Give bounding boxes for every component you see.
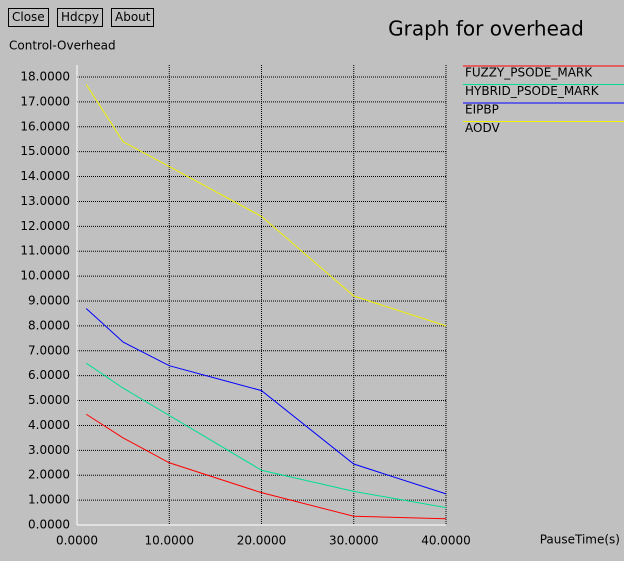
y-tick-label: 10.0000: [20, 269, 70, 283]
y-tick-label: 9.0000: [28, 294, 70, 308]
y-tick-label: 2.0000: [28, 468, 70, 482]
y-tick-label: 1.0000: [28, 493, 70, 507]
y-tick-label: 6.0000: [28, 368, 70, 382]
series-line: [85, 413, 447, 520]
series-line: [85, 84, 447, 327]
series-line: [85, 362, 447, 509]
x-tick-label: 0.0000: [56, 534, 98, 548]
y-tick-label: 4.0000: [28, 418, 70, 432]
y-tick-label: 15.0000: [20, 144, 70, 158]
y-tick-label: 14.0000: [20, 169, 70, 183]
legend-label: HYBRID_PSODE_MARK: [465, 84, 600, 98]
close-button[interactable]: Close: [8, 8, 49, 27]
series-line: [85, 308, 447, 495]
y-tick-label: 16.0000: [20, 119, 70, 133]
legend-label: AODV: [465, 121, 500, 135]
x-tick-label: 20.0000: [237, 534, 287, 548]
y-tick-label: 7.0000: [28, 343, 70, 357]
hardcopy-button[interactable]: Hdcpy: [57, 8, 103, 27]
y-tick-label: 11.0000: [20, 244, 70, 258]
y-tick-label: 12.0000: [20, 219, 70, 233]
y-tick-label: 0.0000: [28, 518, 70, 532]
chart-title: Graph for overhead: [388, 17, 584, 41]
about-button[interactable]: About: [111, 8, 155, 27]
y-tick-label: 8.0000: [28, 318, 70, 332]
x-tick-label: 10.0000: [144, 534, 194, 548]
y-tick-label: 13.0000: [20, 194, 70, 208]
y-axis-label: Control-Overhead: [9, 39, 116, 53]
y-tick-label: 18.0000: [20, 70, 70, 84]
x-tick-label: 40.0000: [421, 534, 471, 548]
legend-label: EIPBP: [465, 103, 499, 117]
x-tick-label: 30.0000: [329, 534, 379, 548]
x-axis-label: PauseTime(s): [540, 533, 620, 547]
legend-label: FUZZY_PSODE_MARK: [465, 66, 593, 80]
y-tick-label: 17.0000: [20, 94, 70, 108]
y-tick-label: 3.0000: [28, 443, 70, 457]
y-tick-label: 5.0000: [28, 393, 70, 407]
